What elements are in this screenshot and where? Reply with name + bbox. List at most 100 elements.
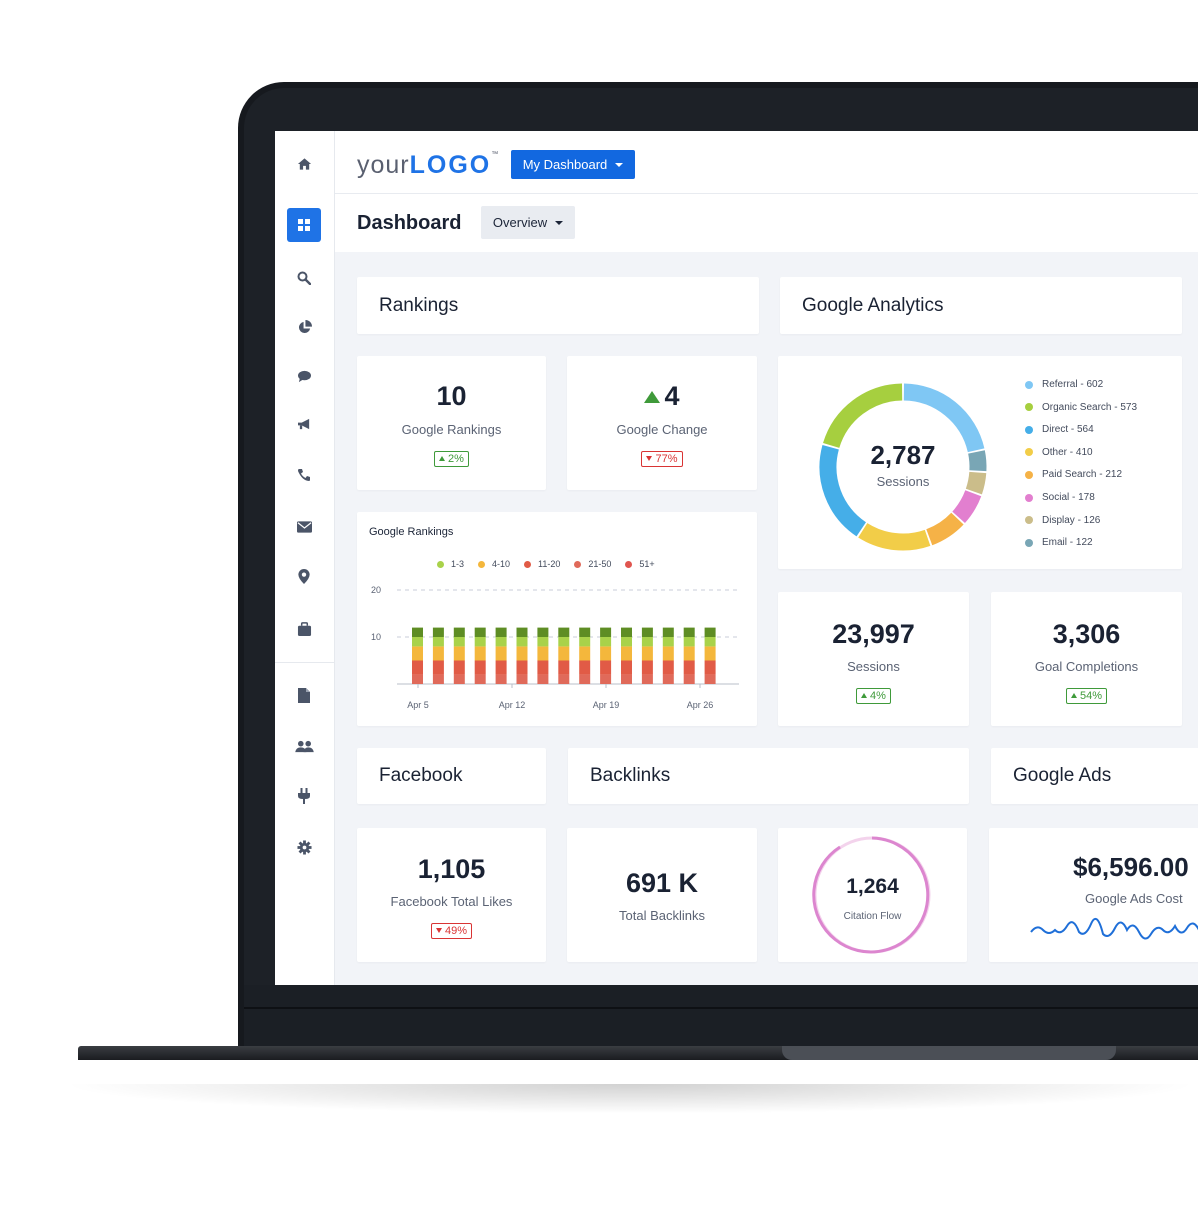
bar-segment-4-10[interactable] bbox=[683, 646, 695, 661]
google-ads-cost-card[interactable]: $6,596.00 Google Ads Cost bbox=[989, 828, 1198, 962]
legend-item[interactable]: Other - 410 bbox=[1025, 447, 1093, 458]
bar-segment-1-3[interactable] bbox=[474, 637, 486, 647]
bar-segment-21-50[interactable] bbox=[432, 674, 444, 684]
bar-segment-1-3-top[interactable] bbox=[412, 627, 423, 637]
bar-segment-1-3[interactable] bbox=[579, 637, 591, 647]
bar-segment-4-10[interactable] bbox=[537, 646, 549, 661]
bar-segment-21-50[interactable] bbox=[474, 674, 486, 684]
bar-segment-1-3-top[interactable] bbox=[704, 627, 716, 637]
bar-segment-21-50[interactable] bbox=[579, 674, 591, 684]
legend-item[interactable]: Direct - 564 bbox=[1025, 424, 1094, 435]
bar-segment-21-50[interactable] bbox=[537, 674, 549, 684]
bar-segment-1-3[interactable] bbox=[432, 637, 444, 647]
legend-item[interactable]: 11-20 bbox=[524, 559, 560, 569]
bar-segment-21-50[interactable] bbox=[558, 674, 570, 684]
bar-segment-1-3-top[interactable] bbox=[453, 627, 465, 637]
bar-segment-21-50[interactable] bbox=[516, 674, 528, 684]
bar-segment-1-3-top[interactable] bbox=[558, 627, 570, 637]
legend-item[interactable]: Organic Search - 573 bbox=[1025, 402, 1137, 413]
bar-segment-1-3[interactable] bbox=[495, 637, 507, 647]
bar-segment-11-20[interactable] bbox=[412, 660, 423, 675]
bar-segment-1-3[interactable] bbox=[558, 637, 570, 647]
bar-segment-11-20[interactable] bbox=[432, 660, 444, 675]
google-change-card[interactable]: 4 Google Change 77% bbox=[567, 356, 757, 490]
donut-slice-direct[interactable] bbox=[819, 444, 867, 537]
bar-segment-4-10[interactable] bbox=[474, 646, 486, 661]
pie-chart-icon[interactable] bbox=[287, 310, 321, 344]
bar-segment-1-3-top[interactable] bbox=[662, 627, 674, 637]
bar-segment-1-3-top[interactable] bbox=[516, 627, 528, 637]
mail-icon[interactable] bbox=[287, 510, 321, 544]
home-icon[interactable] bbox=[287, 147, 321, 181]
donut-slice-email[interactable] bbox=[968, 450, 987, 472]
google-rankings-card[interactable]: 10 Google Rankings 2% bbox=[357, 356, 546, 490]
bar-segment-1-3-top[interactable] bbox=[474, 627, 486, 637]
bar-segment-1-3-top[interactable] bbox=[537, 627, 549, 637]
bar-segment-21-50[interactable] bbox=[641, 674, 653, 684]
bar-segment-21-50[interactable] bbox=[683, 674, 695, 684]
bar-segment-1-3[interactable] bbox=[453, 637, 465, 647]
legend-item[interactable]: Referral - 602 bbox=[1025, 379, 1103, 390]
bar-segment-11-20[interactable] bbox=[453, 660, 465, 675]
total-backlinks-card[interactable]: 691 K Total Backlinks bbox=[567, 828, 757, 962]
bar-segment-11-20[interactable] bbox=[683, 660, 695, 675]
grid-icon[interactable] bbox=[287, 208, 321, 242]
bar-segment-4-10[interactable] bbox=[662, 646, 674, 661]
bar-segment-11-20[interactable] bbox=[537, 660, 549, 675]
bar-segment-1-3-top[interactable] bbox=[621, 627, 632, 637]
donut-slice-organic-search[interactable] bbox=[823, 383, 903, 449]
donut-slice-paid-search[interactable] bbox=[925, 512, 964, 546]
bar-segment-11-20[interactable] bbox=[474, 660, 486, 675]
facebook-likes-card[interactable]: 1,105 Facebook Total Likes 49% bbox=[357, 828, 546, 962]
bar-segment-11-20[interactable] bbox=[641, 660, 653, 675]
bar-segment-1-3-top[interactable] bbox=[579, 627, 591, 637]
legend-item[interactable]: 51+ bbox=[625, 559, 655, 569]
bar-segment-1-3-top[interactable] bbox=[495, 627, 507, 637]
plug-icon[interactable] bbox=[287, 779, 321, 813]
bar-segment-1-3-top[interactable] bbox=[600, 627, 612, 637]
search-icon[interactable] bbox=[287, 261, 321, 295]
bar-segment-4-10[interactable] bbox=[704, 646, 716, 661]
legend-item[interactable]: Display - 126 bbox=[1025, 515, 1100, 526]
bar-segment-11-20[interactable] bbox=[558, 660, 570, 675]
chat-icon[interactable] bbox=[287, 359, 321, 393]
bar-segment-1-3[interactable] bbox=[516, 637, 528, 647]
bar-segment-4-10[interactable] bbox=[600, 646, 612, 661]
bar-segment-1-3[interactable] bbox=[412, 637, 423, 647]
bar-segment-21-50[interactable] bbox=[704, 674, 716, 684]
donut-slice-other[interactable] bbox=[858, 522, 931, 551]
location-pin-icon[interactable] bbox=[287, 559, 321, 593]
bar-segment-21-50[interactable] bbox=[621, 674, 632, 684]
bar-segment-11-20[interactable] bbox=[662, 660, 674, 675]
bar-segment-4-10[interactable] bbox=[579, 646, 591, 661]
bar-segment-4-10[interactable] bbox=[516, 646, 528, 661]
phone-icon[interactable] bbox=[287, 458, 321, 492]
bar-segment-4-10[interactable] bbox=[495, 646, 507, 661]
bar-segment-1-3-top[interactable] bbox=[432, 627, 444, 637]
bar-segment-11-20[interactable] bbox=[495, 660, 507, 675]
sessions-card[interactable]: 23,997 Sessions 4% bbox=[778, 592, 969, 726]
bar-segment-4-10[interactable] bbox=[453, 646, 465, 661]
citation-flow-card[interactable]: 1,264 Citation Flow bbox=[778, 828, 967, 962]
bar-segment-1-3[interactable] bbox=[600, 637, 612, 647]
gear-icon[interactable] bbox=[287, 830, 321, 864]
legend-item[interactable]: 1-3 bbox=[437, 559, 464, 569]
bar-segment-11-20[interactable] bbox=[579, 660, 591, 675]
legend-item[interactable]: 4-10 bbox=[478, 559, 510, 569]
bar-segment-1-3[interactable] bbox=[683, 637, 695, 647]
bar-segment-21-50[interactable] bbox=[600, 674, 612, 684]
overview-dropdown[interactable]: Overview bbox=[481, 206, 575, 239]
goal-completions-card[interactable]: 3,306 Goal Completions 54% bbox=[991, 592, 1182, 726]
megaphone-icon[interactable] bbox=[287, 407, 321, 441]
bar-segment-1-3[interactable] bbox=[537, 637, 549, 647]
bar-segment-11-20[interactable] bbox=[704, 660, 716, 675]
bar-segment-4-10[interactable] bbox=[621, 646, 632, 661]
bar-segment-21-50[interactable] bbox=[412, 674, 423, 684]
bar-segment-21-50[interactable] bbox=[662, 674, 674, 684]
my-dashboard-button[interactable]: My Dashboard bbox=[511, 150, 635, 179]
bar-segment-4-10[interactable] bbox=[641, 646, 653, 661]
donut-slice-display[interactable] bbox=[965, 471, 987, 495]
document-icon[interactable] bbox=[287, 678, 321, 712]
brand-logo[interactable]: yourLOGO™ bbox=[357, 151, 500, 179]
donut-slice-referral[interactable] bbox=[903, 383, 985, 453]
